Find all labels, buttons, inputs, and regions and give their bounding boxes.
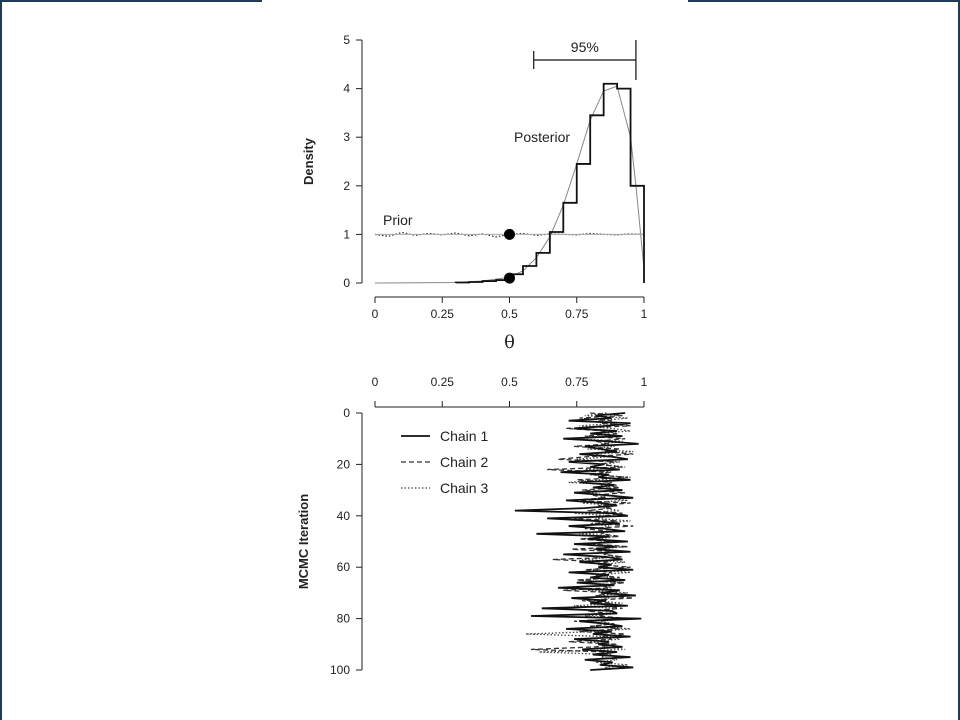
density-chart: 0 1 2 3 4 5 0 0.25 0.5 0.75 1 Density θ Prior Posterio… [301, 33, 648, 353]
y-tick-label: 60 [337, 560, 351, 574]
marked-point [504, 228, 515, 240]
interval-label: 95% [571, 39, 599, 55]
x-tick-label: 1 [641, 307, 648, 321]
x-tick-label: 0 [372, 307, 379, 321]
marked-point [504, 272, 515, 284]
x-tick-label: 0 [372, 375, 379, 389]
frame-left-border [0, 0, 2, 720]
y-axis-title: MCMC Iteration [296, 494, 311, 589]
y-tick-label: 5 [343, 33, 350, 47]
frame-top-left-border [0, 0, 262, 2]
y-tick-label: 0 [343, 276, 350, 290]
legend-label: Chain 1 [440, 428, 488, 444]
y-tick-label: 40 [337, 509, 351, 523]
frame-top-right-border [688, 0, 960, 2]
posterior-label: Posterior [514, 129, 570, 145]
x-tick-label: 0.5 [501, 375, 518, 389]
frame-right-border [958, 0, 960, 720]
trace-chain-1 [514, 412, 642, 671]
legend-label: Chain 2 [440, 454, 488, 470]
x-tick-label: 1 [641, 375, 648, 389]
y-tick-label: 100 [330, 663, 350, 677]
y-tick-label: 0 [343, 406, 350, 420]
legend-label: Chain 3 [440, 480, 488, 496]
posterior-histogram [454, 82, 645, 284]
y-axis-title: Density [301, 137, 316, 185]
y-tick-label: 80 [337, 612, 351, 626]
x-tick-label: 0.25 [431, 375, 455, 389]
x-tick-label: 0.5 [501, 307, 518, 321]
y-tick-label: 1 [343, 227, 350, 241]
y-tick-label: 2 [343, 179, 350, 193]
x-tick-label: 0.75 [565, 307, 589, 321]
x-axis-title: θ [504, 332, 515, 353]
y-tick-label: 4 [343, 82, 350, 96]
prior-label: Prior [383, 212, 413, 228]
y-tick-label: 20 [337, 457, 351, 471]
x-tick-label: 0.25 [431, 307, 455, 321]
y-tick-label: 3 [343, 130, 350, 144]
x-tick-label: 0.75 [565, 375, 589, 389]
trace-chart: 0 0.25 0.5 0.75 1 0 20 40 60 80 100 MCMC Iteration C… [296, 375, 648, 677]
